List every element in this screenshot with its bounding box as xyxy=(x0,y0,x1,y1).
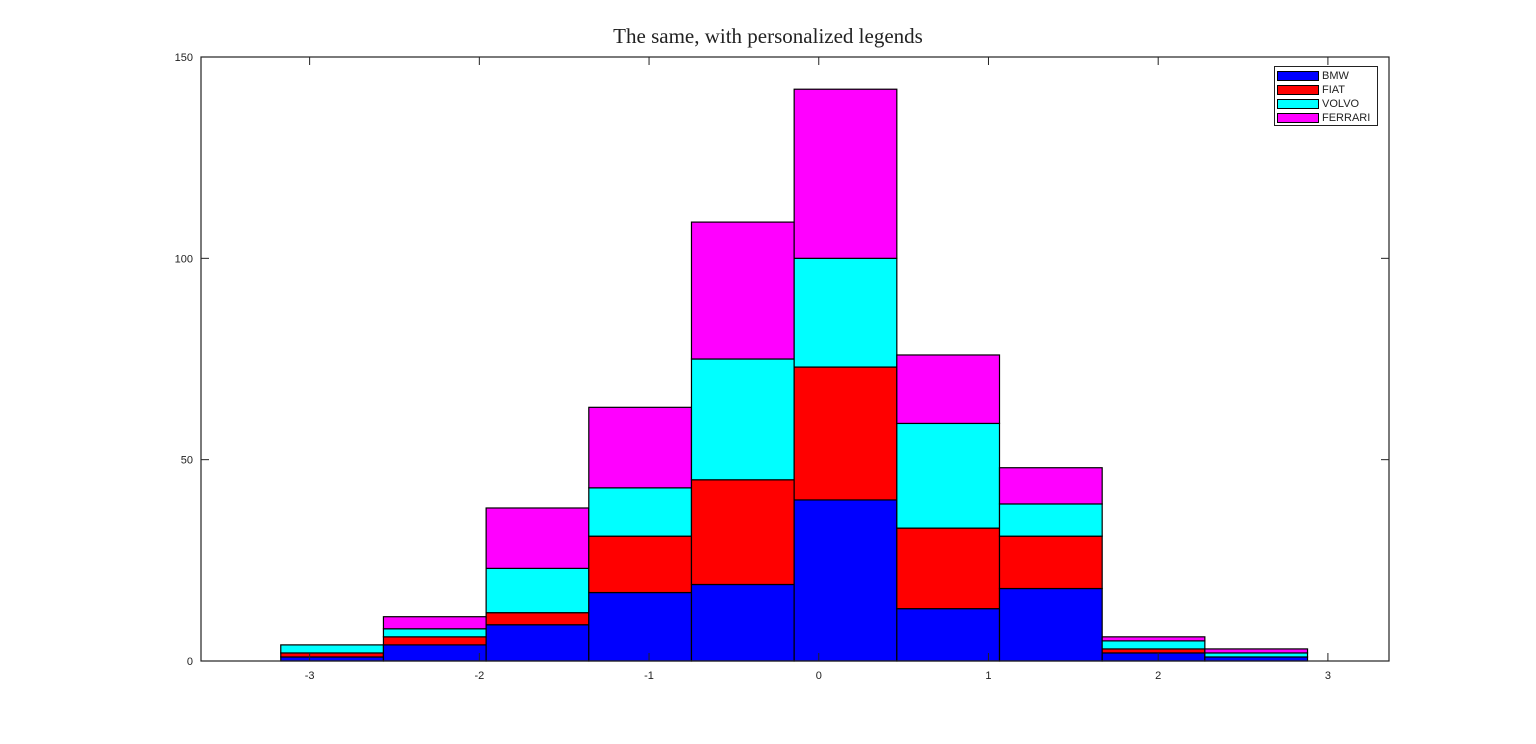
bar-segment-volvo xyxy=(793,257,898,368)
bar-segment-volvo xyxy=(998,503,1103,537)
y-tick-label: 0 xyxy=(187,656,193,668)
bar-segment-ferrari xyxy=(896,354,1001,425)
bar-segment-bmw xyxy=(793,499,898,662)
bar-segment-bmw xyxy=(588,591,693,662)
bar-segment-volvo xyxy=(588,487,693,537)
legend-label: FIAT xyxy=(1322,84,1346,96)
bar-segment-fiat xyxy=(485,612,590,626)
bar-segment-fiat xyxy=(280,652,385,658)
bar-segment-bmw xyxy=(485,624,590,662)
bar-segment-fiat xyxy=(588,535,693,594)
bar-segment-bmw xyxy=(896,608,1001,662)
bar-segment-volvo xyxy=(382,628,487,638)
bar-segment-fiat xyxy=(690,479,795,586)
bar-segment-volvo xyxy=(485,567,590,614)
bar-segment-ferrari xyxy=(382,616,487,630)
bar-segment-ferrari xyxy=(998,467,1103,505)
legend-swatch xyxy=(1277,71,1319,81)
bar-segment-fiat xyxy=(793,366,898,501)
bar-segment-volvo xyxy=(1204,652,1309,658)
bar-segment-ferrari xyxy=(485,507,590,569)
legend-item-volvo: VOLVO xyxy=(1277,97,1375,111)
y-tick-label: 150 xyxy=(175,52,193,64)
bar-segment-fiat xyxy=(1101,648,1206,654)
x-tick-label: -1 xyxy=(644,670,654,682)
bar-segment-bmw xyxy=(1204,656,1309,662)
y-tick-label: 100 xyxy=(175,253,193,265)
legend-swatch xyxy=(1277,85,1319,95)
bar-segment-ferrari xyxy=(793,88,898,259)
legend-item-ferrari: FERRARI xyxy=(1277,111,1375,125)
legend: BMW FIAT VOLVO FERRARI xyxy=(1274,66,1378,126)
legend-label: BMW xyxy=(1322,70,1349,82)
bar-segment-volvo xyxy=(280,644,385,654)
chart-title: The same, with personalized legends xyxy=(613,24,923,48)
bar-segment-fiat xyxy=(998,535,1103,590)
x-tick-label: 3 xyxy=(1325,670,1331,682)
legend-label: VOLVO xyxy=(1322,98,1360,110)
bar-segment-bmw xyxy=(382,644,487,662)
x-tick-label: -2 xyxy=(474,670,484,682)
bar-segment-volvo xyxy=(896,422,1001,529)
bar-segment-ferrari xyxy=(1204,648,1309,654)
bar-segment-ferrari xyxy=(588,406,693,489)
bar-segment-bmw xyxy=(998,587,1103,662)
legend-label: FERRARI xyxy=(1322,112,1371,124)
bar-segment-fiat xyxy=(896,527,1001,610)
axes-box xyxy=(200,56,1390,662)
x-tick-label: 2 xyxy=(1155,670,1161,682)
bar-segment-fiat xyxy=(382,636,487,646)
legend-item-fiat: FIAT xyxy=(1277,83,1375,97)
x-tick-label: 1 xyxy=(985,670,991,682)
bar-segment-ferrari xyxy=(1101,636,1206,642)
bar-segment-ferrari xyxy=(690,221,795,360)
bar-segment-volvo xyxy=(1101,640,1206,650)
bar-segment-bmw xyxy=(1101,652,1206,662)
legend-swatch xyxy=(1277,113,1319,123)
bar-segment-volvo xyxy=(690,358,795,481)
y-tick-label: 50 xyxy=(181,455,193,467)
x-tick-label: -3 xyxy=(305,670,315,682)
bar-segment-bmw xyxy=(280,656,385,662)
x-tick-label: 0 xyxy=(816,670,822,682)
legend-item-bmw: BMW xyxy=(1277,69,1375,83)
bar-segment-bmw xyxy=(690,583,795,662)
legend-swatch xyxy=(1277,99,1319,109)
